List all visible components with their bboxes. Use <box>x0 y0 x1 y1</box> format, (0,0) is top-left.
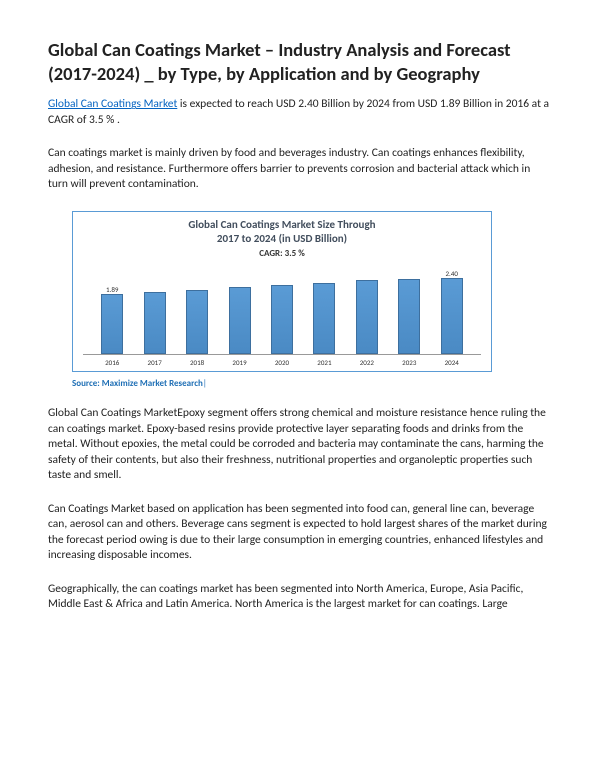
paragraph-1: Can coatings market is mainly driven by … <box>48 146 552 193</box>
chart-x-tick-label: 2024 <box>431 358 473 367</box>
chart-bar-group <box>346 263 388 354</box>
paragraph-2: Global Can Coatings MarketEpoxy segment … <box>48 406 552 484</box>
chart-bar-group: 2.40 <box>431 263 473 354</box>
chart-bar <box>398 279 420 353</box>
chart-bar-group: 1.89 <box>91 263 133 354</box>
chart-bar <box>186 290 208 354</box>
chart-bar-group <box>303 263 345 354</box>
chart-x-tick-label: 2019 <box>218 358 260 367</box>
chart-x-tick-label: 2021 <box>303 358 345 367</box>
chart-bar-group <box>133 263 175 354</box>
chart-bar <box>441 278 463 354</box>
chart-bar-group <box>176 263 218 354</box>
chart-x-tick-label: 2023 <box>388 358 430 367</box>
chart-bar-group <box>218 263 260 354</box>
chart-source-line: Source: Maximize Market Research| <box>72 378 552 390</box>
chart-x-tick-label: 2018 <box>176 358 218 367</box>
chart-bar <box>271 285 293 353</box>
chart-cagr-label: CAGR: 3.5 % <box>83 248 481 260</box>
chart-x-tick-label: 2017 <box>133 358 175 367</box>
chart-bar <box>229 287 251 353</box>
chart-plot: 1.892.40 2016201720182019202020212022202… <box>83 263 481 367</box>
chart-x-tick-label: 2016 <box>91 358 133 367</box>
page-title: Global Can Coatings Market – Industry An… <box>48 38 552 85</box>
chart-x-tick-label: 2022 <box>346 358 388 367</box>
chart-bar-value-label: 1.89 <box>106 285 118 293</box>
chart-title-line2: 2017 to 2024 (in USD Billion) <box>217 232 347 245</box>
chart-bar-group <box>388 263 430 354</box>
paragraph-3: Can Coatings Market based on application… <box>48 502 552 564</box>
paragraph-4: Geographically, the can coatings market … <box>48 582 552 613</box>
chart-bar-value-label: 2.40 <box>446 269 458 277</box>
chart-source-label: Source: Maximize Market Research <box>72 378 203 389</box>
chart-plot-area: 1.89 2.40 <box>83 263 481 355</box>
chart-title: Global Can Coatings Market Size Through … <box>83 218 481 246</box>
chart-bar <box>144 292 166 354</box>
chart-bar <box>356 280 378 353</box>
chart-container: Global Can Coatings Market Size Through … <box>72 211 492 372</box>
market-link[interactable]: Global Can Coatings Market <box>48 97 177 111</box>
text-cursor-icon: | <box>203 378 207 389</box>
chart-bar-group <box>261 263 303 354</box>
chart-x-tick-label: 2020 <box>261 358 303 367</box>
chart-title-line1: Global Can Coatings Market Size Through <box>188 218 375 231</box>
chart-bar <box>313 283 335 354</box>
intro-paragraph: Global Can Coatings Market is expected t… <box>48 97 552 128</box>
chart-x-axis: 201620172018201920202021202220232024 <box>83 358 481 367</box>
chart-bar <box>101 294 123 354</box>
